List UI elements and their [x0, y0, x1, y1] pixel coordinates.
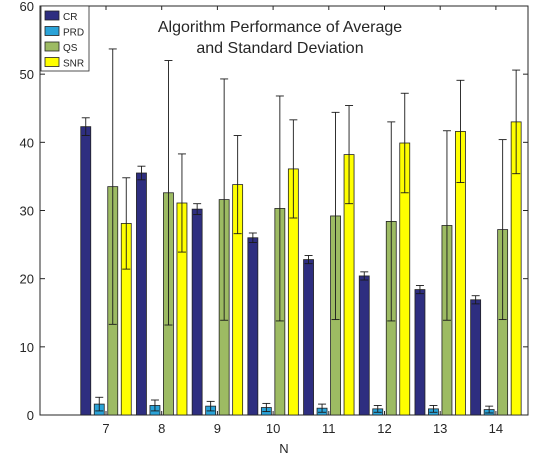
y-tick-label-10: 10: [20, 340, 34, 355]
bar-cr-8: [136, 172, 147, 416]
bar-cr-12: [358, 275, 370, 416]
legend-swatch-prd: [44, 26, 60, 36]
x-tick-label-7: 7: [102, 421, 109, 436]
x-tick-label-12: 12: [377, 421, 391, 436]
bar-cr-10: [247, 237, 259, 416]
bar-cr-13: [414, 289, 426, 416]
legend-label-prd: PRD: [63, 28, 84, 39]
legend: CR PRD QS SNR: [40, 5, 90, 72]
y-tick-label-50: 50: [20, 67, 34, 82]
x-tick-label-14: 14: [489, 421, 503, 436]
chart-title-line-2: and Standard Deviation: [196, 40, 363, 57]
error-bars-layer: [81, 48, 521, 414]
x-tick-label-8: 8: [158, 421, 165, 436]
axes-layer: 7 8 9 10 11 12 13 14 0 10 20 30 40 50 60: [20, 0, 528, 436]
x-tick-label-10: 10: [266, 421, 280, 436]
bar-cr-11: [303, 259, 314, 416]
legend-swatch-snr: [44, 57, 60, 67]
legend-swatch-qs: [44, 41, 60, 52]
y-tick-label-20: 20: [20, 272, 34, 287]
bar-cr-9: [191, 208, 203, 416]
legend-label-snr: SNR: [63, 59, 84, 70]
legend-label-cr: CR: [63, 12, 77, 23]
bar-cr-14: [470, 299, 482, 416]
legend-swatch-cr: [44, 10, 60, 21]
y-tick-label-60: 60: [20, 0, 34, 14]
bar-cr-7: [80, 126, 92, 416]
y-tick-label-40: 40: [20, 135, 34, 150]
y-tick-label-0: 0: [27, 408, 34, 423]
y-tick-label-30: 30: [20, 204, 34, 219]
chart-title-line-1: Algorithm Performance of Average: [158, 19, 402, 36]
x-tick-label-13: 13: [433, 421, 447, 436]
x-tick-label-11: 11: [322, 421, 336, 436]
legend-label-qs: QS: [63, 43, 78, 54]
x-tick-label-9: 9: [214, 421, 221, 436]
x-axis-label: N: [279, 441, 288, 456]
